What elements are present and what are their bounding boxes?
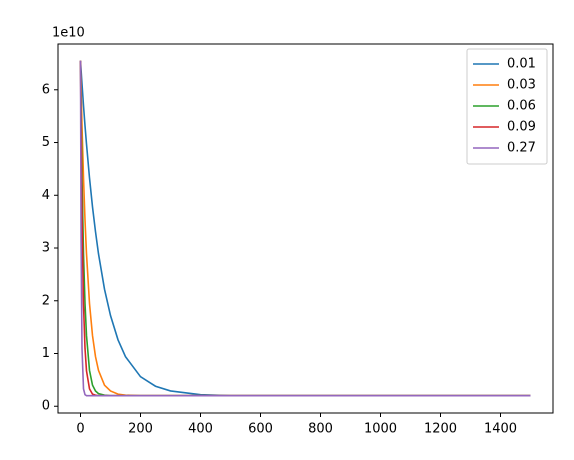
legend-label: 0.01 (507, 57, 536, 72)
legend-label: 0.06 (507, 99, 536, 114)
line-series (79, 60, 531, 397)
x-tick-label: 1200 (424, 422, 457, 437)
x-tick-label: 1000 (364, 422, 397, 437)
y-tick-label: 6 (42, 82, 50, 97)
plot-frame (57, 43, 554, 414)
legend-label: 0.03 (507, 78, 536, 93)
line-series (79, 60, 531, 397)
x-tick-label: 200 (128, 422, 153, 437)
x-tick-label: 400 (188, 422, 213, 437)
line-series (79, 60, 531, 397)
y-tick-label: 2 (42, 293, 50, 308)
y-offset-label: 1e10 (52, 26, 85, 41)
y-tick-label: 5 (42, 135, 50, 150)
y-tick-label: 0 (42, 399, 50, 414)
line-series (79, 60, 531, 397)
x-tick-label: 600 (248, 422, 273, 437)
x-tick-label: 1400 (484, 422, 517, 437)
line-series (79, 60, 531, 397)
y-tick-label: 1 (42, 346, 50, 361)
legend-label: 0.09 (507, 120, 536, 135)
legend-label: 0.27 (507, 141, 536, 156)
x-tick-label: 800 (308, 422, 333, 437)
legend-box (466, 48, 548, 165)
y-tick-label: 4 (42, 188, 50, 203)
y-tick-label: 3 (42, 241, 50, 256)
x-tick-label: 0 (76, 422, 84, 437)
